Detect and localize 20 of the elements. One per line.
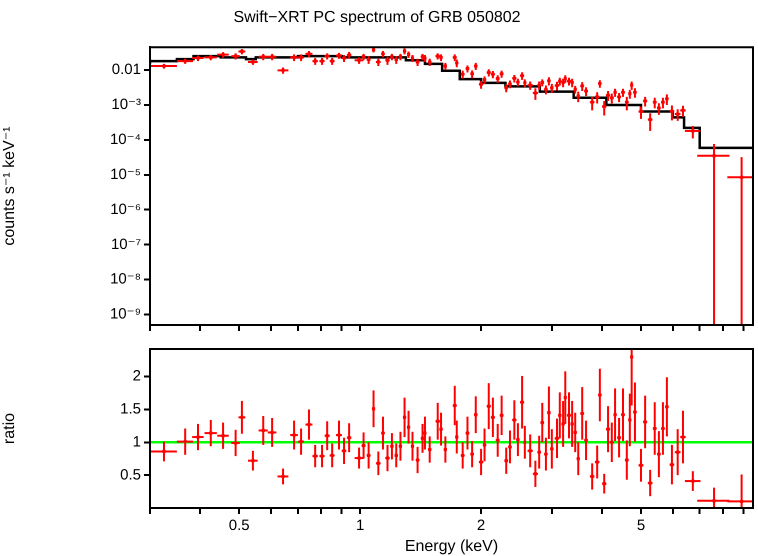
- y-tick-label: 10⁻⁷: [110, 236, 141, 253]
- x-tick-label: 5: [636, 517, 646, 534]
- y-tick-label: 0.01: [112, 61, 141, 78]
- y-axis-title: ratio: [1, 412, 18, 444]
- y-tick-label: 10⁻⁶: [110, 200, 141, 218]
- x-tick-label: 0.5: [228, 517, 250, 534]
- y-tick-label: 10⁻³: [111, 96, 141, 114]
- x-tick-label: 2: [476, 517, 486, 534]
- y-tick-label: 2: [132, 368, 141, 385]
- y-tick-label: 10⁻⁸: [110, 270, 141, 288]
- y-axis-title: counts s⁻¹ keV⁻¹: [1, 126, 18, 246]
- x-tick-label: 1: [356, 517, 364, 534]
- y-tick-label: 1.5: [120, 400, 141, 418]
- y-tick-label: 10⁻⁵: [110, 166, 141, 183]
- y-tick-label: 10⁻⁹: [110, 306, 141, 323]
- chart-title: Swift−XRT PC spectrum of GRB 050802: [233, 9, 521, 26]
- y-tick-label: 1: [132, 433, 141, 450]
- y-tick-label: 0.5: [120, 466, 141, 484]
- y-tick-label: 10⁻⁴: [110, 131, 141, 148]
- x-axis-title: Energy (keV): [404, 538, 498, 555]
